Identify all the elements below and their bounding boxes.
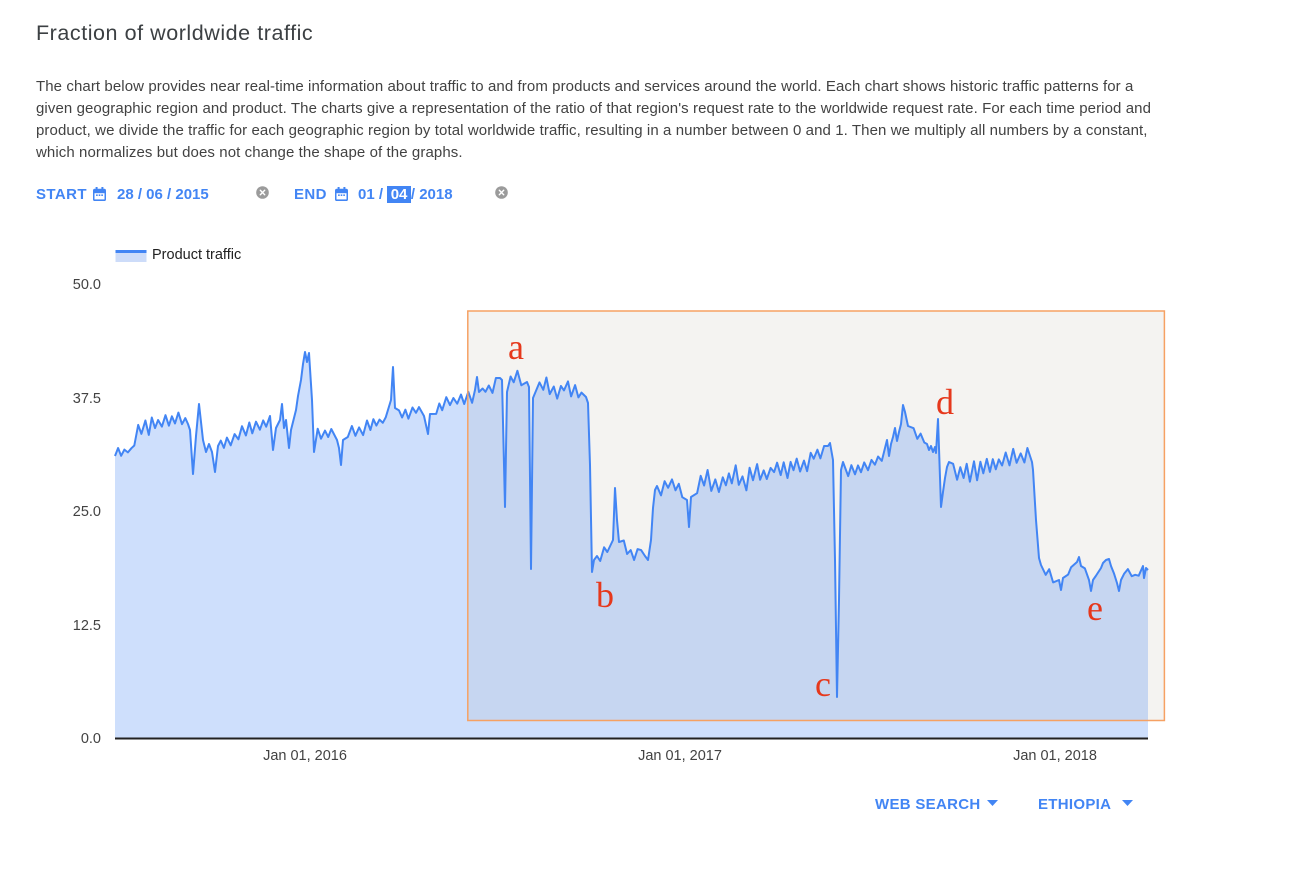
svg-text:a: a <box>508 327 524 367</box>
svg-text:c: c <box>815 664 831 704</box>
svg-text:d: d <box>936 382 954 422</box>
svg-text:e: e <box>1087 588 1103 628</box>
svg-text:b: b <box>596 575 614 615</box>
